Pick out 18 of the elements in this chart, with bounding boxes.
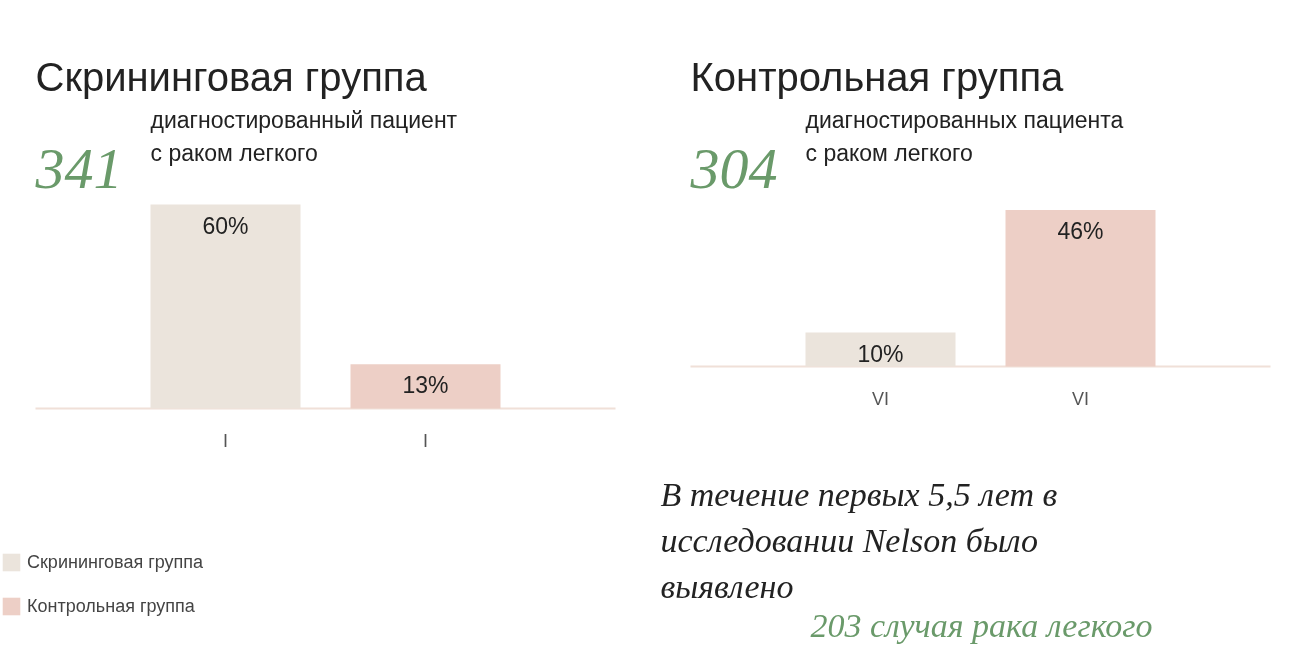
chart-subtitle: диагностированных пациента с раком легкого bbox=[805, 107, 1124, 166]
data-label: 13% bbox=[402, 372, 449, 399]
x-tick-label: I bbox=[423, 430, 429, 451]
legend-label: Контрольная группа bbox=[27, 595, 195, 617]
text: 341 bbox=[34, 135, 123, 201]
chart-subtitle: диагностированный пациент с раком легкого bbox=[150, 107, 458, 166]
data-label: 10% bbox=[857, 340, 904, 367]
x-tick-label: VI bbox=[1072, 388, 1090, 409]
text: В течение первых 5,5 лет в исследовании Nelson было выявлено bbox=[660, 475, 1058, 606]
text: 304 bbox=[689, 135, 778, 201]
chart-title: Контрольная группа bbox=[690, 54, 1065, 99]
text: 203 случая рака легкого bbox=[810, 607, 1153, 644]
x-tick-label: I bbox=[223, 430, 229, 451]
data-label: 60% bbox=[202, 212, 249, 239]
legend-label: Скрининговая группа bbox=[27, 551, 204, 573]
x-tick-label: VI bbox=[872, 388, 890, 409]
chart-title: Скрининговая группа bbox=[35, 54, 428, 99]
data-label: 46% bbox=[1057, 218, 1104, 245]
